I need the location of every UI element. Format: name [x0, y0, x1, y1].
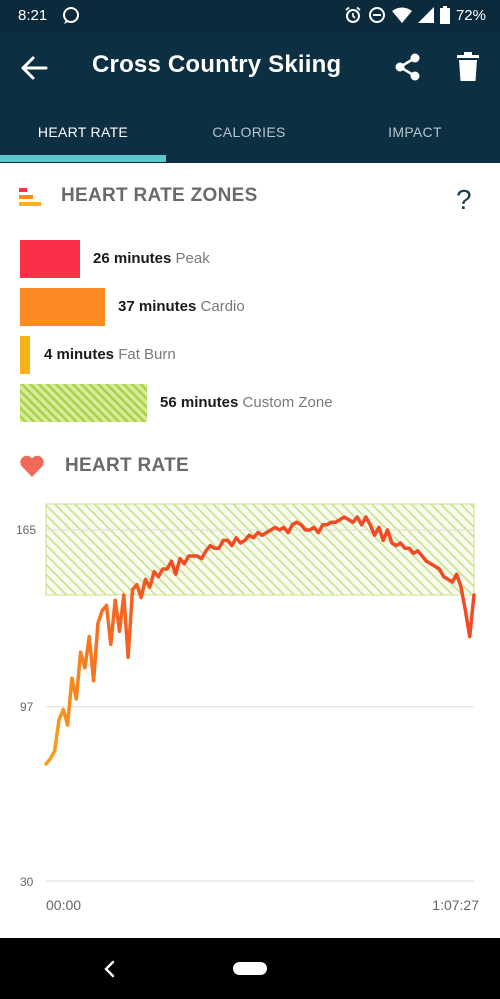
do-not-disturb-icon — [368, 7, 385, 23]
zone-text-custom: 56 minutes Custom Zone — [160, 394, 333, 411]
custom-zone-band — [45, 503, 475, 596]
zone-bar-fat-burn — [20, 336, 30, 374]
y-tick-label: 165 — [16, 523, 36, 537]
system-nav-bar — [0, 938, 500, 999]
zone-bar-cardio — [20, 288, 105, 326]
tab-heart-rate[interactable]: HEART RATE — [37, 124, 129, 140]
tab-impact[interactable]: IMPACT — [388, 124, 442, 140]
zone-label: Fat Burn — [118, 346, 176, 363]
heart-rate-section-title: HEART RATE — [65, 455, 190, 476]
signal-icon — [417, 7, 434, 23]
x-tick-label-start: 00:00 — [46, 897, 81, 913]
zone-minutes: 4 minutes — [44, 346, 115, 363]
heart-rate-line — [44, 515, 476, 766]
zone-text-peak: 26 minutes Peak — [93, 250, 210, 267]
zone-label: Peak — [175, 250, 210, 267]
help-button[interactable]: ? — [456, 184, 472, 215]
tab-calories[interactable]: CALORIES — [212, 124, 286, 140]
zone-minutes: 56 minutes — [160, 394, 239, 411]
y-tick-label: 97 — [20, 700, 34, 714]
tab-indicator — [0, 155, 166, 162]
zone-minutes: 26 minutes — [93, 250, 172, 267]
y-tick-label: 30 — [20, 875, 34, 889]
page-title: Cross Country Skiing — [92, 51, 342, 78]
chat-bubble-icon — [63, 7, 79, 24]
zones-bars-icon — [19, 188, 41, 206]
zone-bar-custom — [20, 384, 147, 422]
battery-percent: 72% — [455, 6, 486, 24]
battery-icon — [439, 6, 450, 24]
zones-section-title: HEART RATE ZONES — [61, 185, 258, 206]
back-arrow-icon[interactable] — [20, 54, 48, 82]
zone-label: Cardio — [200, 298, 245, 315]
heart-rate-chart: 165 97 30 00:00 1:07:27 — [16, 503, 479, 913]
alarm-icon — [345, 6, 361, 23]
x-tick-label-end: 1:07:27 — [432, 897, 479, 913]
wifi-icon — [391, 7, 412, 23]
share-icon[interactable] — [394, 53, 422, 81]
app-bar: Cross Country Skiing — [0, 32, 500, 102]
trash-icon[interactable] — [455, 52, 481, 82]
zone-minutes: 37 minutes — [118, 298, 197, 315]
status-icons: 72% — [344, 6, 486, 24]
nav-back-icon[interactable] — [102, 959, 118, 979]
zone-label: Custom Zone — [242, 394, 333, 411]
nav-home-pill[interactable] — [233, 962, 267, 975]
zone-text-cardio: 37 minutes Cardio — [118, 298, 245, 315]
heart-icon — [20, 455, 44, 477]
zone-text-fat-burn: 4 minutes Fat Burn — [44, 346, 176, 363]
tab-bar: HEART RATE CALORIES IMPACT — [0, 102, 500, 163]
status-bar: 8:21 72% — [0, 0, 500, 32]
zone-bar-peak — [20, 240, 80, 278]
status-time: 8:21 — [18, 7, 48, 24]
